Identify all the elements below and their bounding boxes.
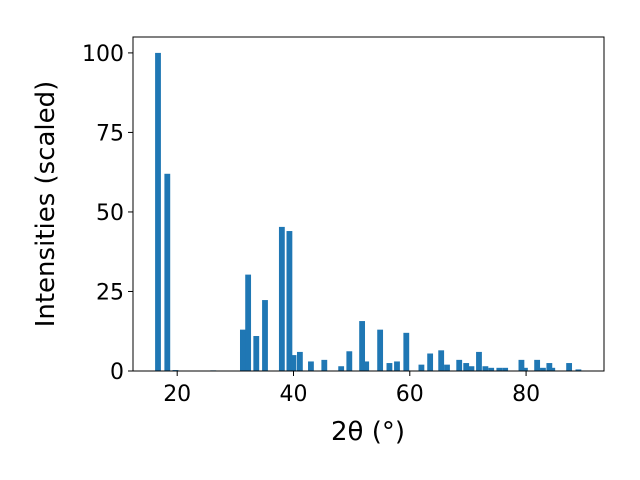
bar (427, 353, 434, 371)
y-tick-label: 100 (82, 42, 124, 67)
bar (566, 363, 573, 371)
x-tick-label: 20 (163, 382, 191, 407)
bar (308, 361, 314, 371)
bar (253, 336, 260, 371)
bar (239, 329, 246, 371)
bar (262, 300, 268, 371)
x-tick-label: 60 (396, 382, 424, 407)
y-axis-label: Intensities (scaled) (31, 81, 61, 328)
bar (468, 366, 475, 371)
bar (518, 359, 525, 371)
bar (286, 231, 293, 371)
bar (463, 363, 470, 371)
bar (482, 366, 489, 371)
bar (444, 364, 450, 371)
bar (363, 361, 370, 371)
bar (359, 321, 366, 371)
bar (418, 364, 425, 371)
bar (438, 350, 445, 371)
bar (540, 367, 546, 371)
bar (522, 367, 528, 371)
bar (488, 367, 495, 371)
y-tick-label: 75 (96, 121, 124, 146)
bar (534, 359, 541, 371)
bar (549, 367, 556, 371)
bar (245, 274, 252, 371)
x-tick-label: 40 (279, 382, 307, 407)
axes-frame (132, 36, 605, 372)
bar (377, 329, 384, 371)
bar (546, 363, 553, 371)
bar (403, 332, 410, 371)
bar (496, 367, 503, 371)
bar (164, 173, 171, 371)
y-tick-label: 0 (110, 360, 124, 385)
bar (386, 363, 393, 371)
y-tick-label: 25 (96, 280, 124, 305)
y-tick-label: 50 (96, 201, 124, 226)
bar (502, 367, 509, 371)
bar (155, 52, 161, 372)
x-axis-label: 2θ (°) (331, 417, 405, 447)
bar (346, 351, 353, 371)
bar (575, 369, 582, 371)
bar (296, 351, 303, 371)
bar (290, 355, 297, 371)
bar (321, 359, 328, 371)
bar (338, 366, 345, 371)
bar (456, 359, 463, 371)
bar (394, 361, 400, 371)
bar (476, 351, 482, 371)
x-tick-label: 80 (512, 382, 540, 407)
bar (278, 226, 285, 371)
